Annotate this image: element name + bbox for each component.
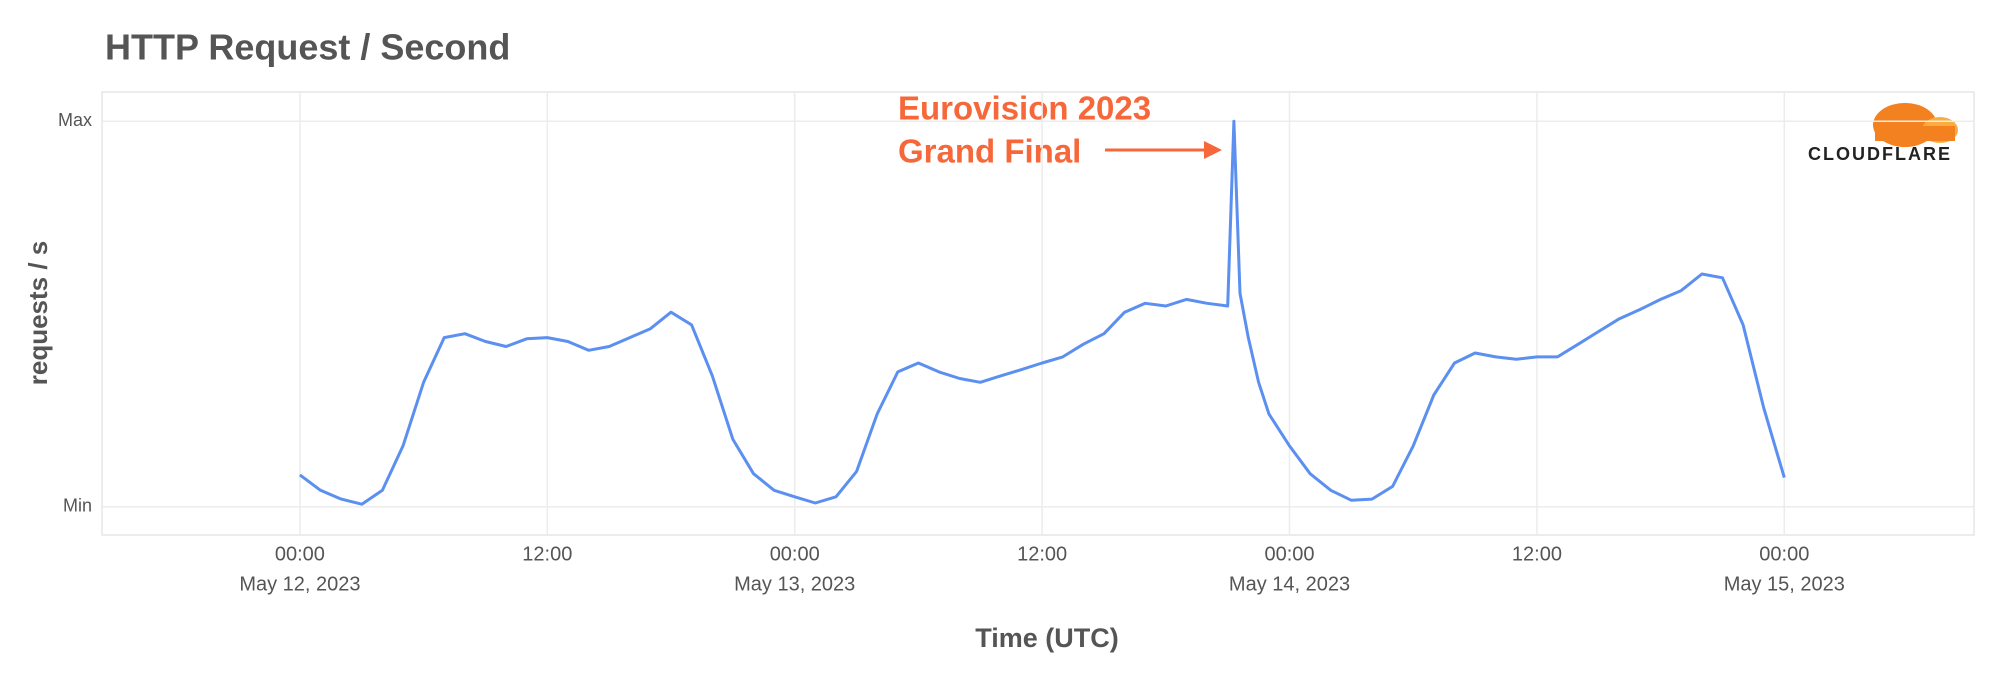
x-tick-label: 12:00 bbox=[522, 543, 572, 565]
x-tick-label: 00:00 bbox=[1759, 543, 1809, 565]
y-axis-label: requests / s bbox=[23, 241, 53, 386]
x-tick-label: May 14, 2023 bbox=[1229, 573, 1350, 595]
annotation: Grand Final bbox=[898, 133, 1081, 170]
x-tick-label: 12:00 bbox=[1512, 543, 1562, 565]
x-tick-label: May 15, 2023 bbox=[1724, 573, 1845, 595]
x-tick-label: May 13, 2023 bbox=[734, 573, 855, 595]
logo-cloud bbox=[1873, 103, 1958, 147]
annotation-arrowhead bbox=[1204, 141, 1222, 159]
x-tick-label: 12:00 bbox=[1017, 543, 1067, 565]
logo-text: CLOUDFLARE bbox=[1808, 144, 1952, 164]
x-tick-label: 00:00 bbox=[275, 543, 325, 565]
chart-title: HTTP Request / Second bbox=[105, 27, 510, 68]
x-tick-label: 00:00 bbox=[770, 543, 820, 565]
line bbox=[299, 119, 1786, 506]
x-axis-label: Time (UTC) bbox=[975, 623, 1119, 653]
y-tick-label: Max bbox=[58, 110, 92, 130]
plot-frame bbox=[101, 91, 1975, 536]
y-tick-label: Min bbox=[63, 496, 92, 516]
x-tick-label: 00:00 bbox=[1264, 543, 1314, 565]
x-tick-label: May 12, 2023 bbox=[239, 573, 360, 595]
